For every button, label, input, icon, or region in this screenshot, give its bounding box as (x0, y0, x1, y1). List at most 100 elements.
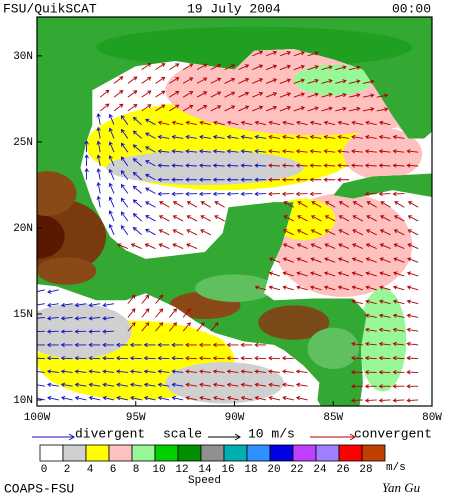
legend-arrow (310, 433, 356, 441)
wind-arrow (198, 191, 211, 197)
wind-arrow (226, 163, 239, 168)
wind-arrow (96, 126, 101, 139)
wind-arrow (185, 356, 198, 361)
footer-right: Yan Gu (382, 480, 421, 495)
wind-arrow (307, 106, 319, 112)
wind-arrow (281, 177, 294, 182)
wind-arrow (323, 163, 336, 168)
wind-arrow (212, 163, 225, 168)
wind-arrow (99, 89, 110, 98)
wind-arrow (279, 92, 292, 98)
wind-arrow (141, 104, 152, 112)
wind-arrow (102, 382, 115, 387)
wind-arrow (157, 395, 170, 401)
wind-arrow (145, 201, 156, 208)
wind-arrow (37, 303, 45, 308)
wind-arrow (254, 191, 267, 197)
wind-arrow (376, 93, 389, 98)
wind-arrow (132, 199, 142, 208)
wind-arrow (351, 370, 363, 375)
wind-arrow (130, 243, 142, 249)
wind-arrow (127, 90, 138, 98)
wind-arrow (337, 134, 350, 140)
wind-arrow (210, 322, 219, 332)
lat-tick-label: 20N (13, 223, 33, 235)
wind-arrow (172, 243, 184, 249)
wind-arrow (88, 302, 101, 308)
wind-arrow (96, 195, 101, 208)
wind-arrow (337, 257, 350, 263)
wind-arrow (210, 77, 222, 84)
wind-arrow (295, 382, 308, 387)
wind-arrow (108, 223, 115, 235)
wind-arrow (295, 191, 308, 197)
colorbar-label: 2 (64, 464, 71, 476)
wind-arrow (37, 356, 45, 360)
wind-arrow (213, 395, 225, 401)
wind-arrow (226, 382, 239, 387)
wind-arrow (364, 384, 377, 389)
wind-arrow (171, 177, 184, 182)
wind-arrow (364, 398, 377, 403)
wind-arrow (240, 369, 253, 374)
wind-arrow (282, 285, 294, 291)
wind-arrow (127, 76, 138, 84)
wind-arrow (46, 356, 59, 361)
wind-arrow (293, 64, 305, 71)
wind-arrow (254, 356, 267, 361)
wind-arrow (74, 395, 87, 401)
wind-arrow (108, 182, 115, 194)
wind-arrow (37, 289, 45, 294)
wind-arrow (365, 299, 377, 305)
wind-arrow (120, 211, 129, 222)
colorbar-label: 28 (359, 464, 372, 476)
wind-arrow (337, 271, 350, 277)
wind-arrow (281, 149, 294, 154)
colorbar-swatch (85, 444, 110, 462)
wind-arrow (348, 79, 361, 84)
wind-arrow (132, 130, 142, 139)
wind-arrow (283, 229, 294, 236)
wind-arrow (351, 285, 364, 291)
wind-arrow (226, 356, 239, 361)
wind-arrow (127, 322, 136, 332)
wind-arrow (155, 322, 164, 332)
wind-arrow (351, 271, 364, 277)
wind-arrow (335, 65, 347, 71)
wind-arrow (171, 120, 184, 126)
wind-arrow (60, 316, 73, 321)
wind-arrow (393, 271, 405, 277)
wind-arrow (226, 191, 239, 197)
wind-arrow (171, 369, 184, 374)
wind-arrow (157, 191, 170, 197)
wind-arrow (323, 120, 336, 126)
wind-arrow (252, 64, 264, 71)
wind-arrow (351, 134, 363, 140)
wind-arrow (324, 215, 336, 222)
wind-arrow (293, 51, 305, 57)
colorbar-swatch (269, 444, 294, 462)
wind-arrow (337, 177, 350, 182)
wind-arrow (240, 177, 253, 182)
wind-arrow (282, 382, 294, 387)
wind-arrow (348, 93, 361, 98)
wind-arrow (268, 271, 281, 277)
wind-arrow (74, 369, 87, 374)
terrain (37, 214, 65, 259)
wind-arrow (252, 78, 264, 84)
wind-arrow (281, 356, 294, 361)
wind-arrow (226, 134, 239, 140)
wind-arrow (212, 356, 225, 361)
wind-arrow (282, 243, 294, 249)
wind-arrow (337, 163, 350, 168)
wind-arrow (296, 257, 308, 263)
wind-arrow (295, 149, 308, 154)
wind-arrow (379, 257, 391, 263)
wind-arrow (324, 229, 336, 236)
wind-arrow (254, 395, 267, 401)
colorbar-swatch (39, 444, 64, 462)
wind-arrow (407, 229, 419, 236)
wind-arrow (115, 356, 128, 361)
wind-arrow (364, 370, 377, 375)
wind-arrow (155, 76, 166, 84)
